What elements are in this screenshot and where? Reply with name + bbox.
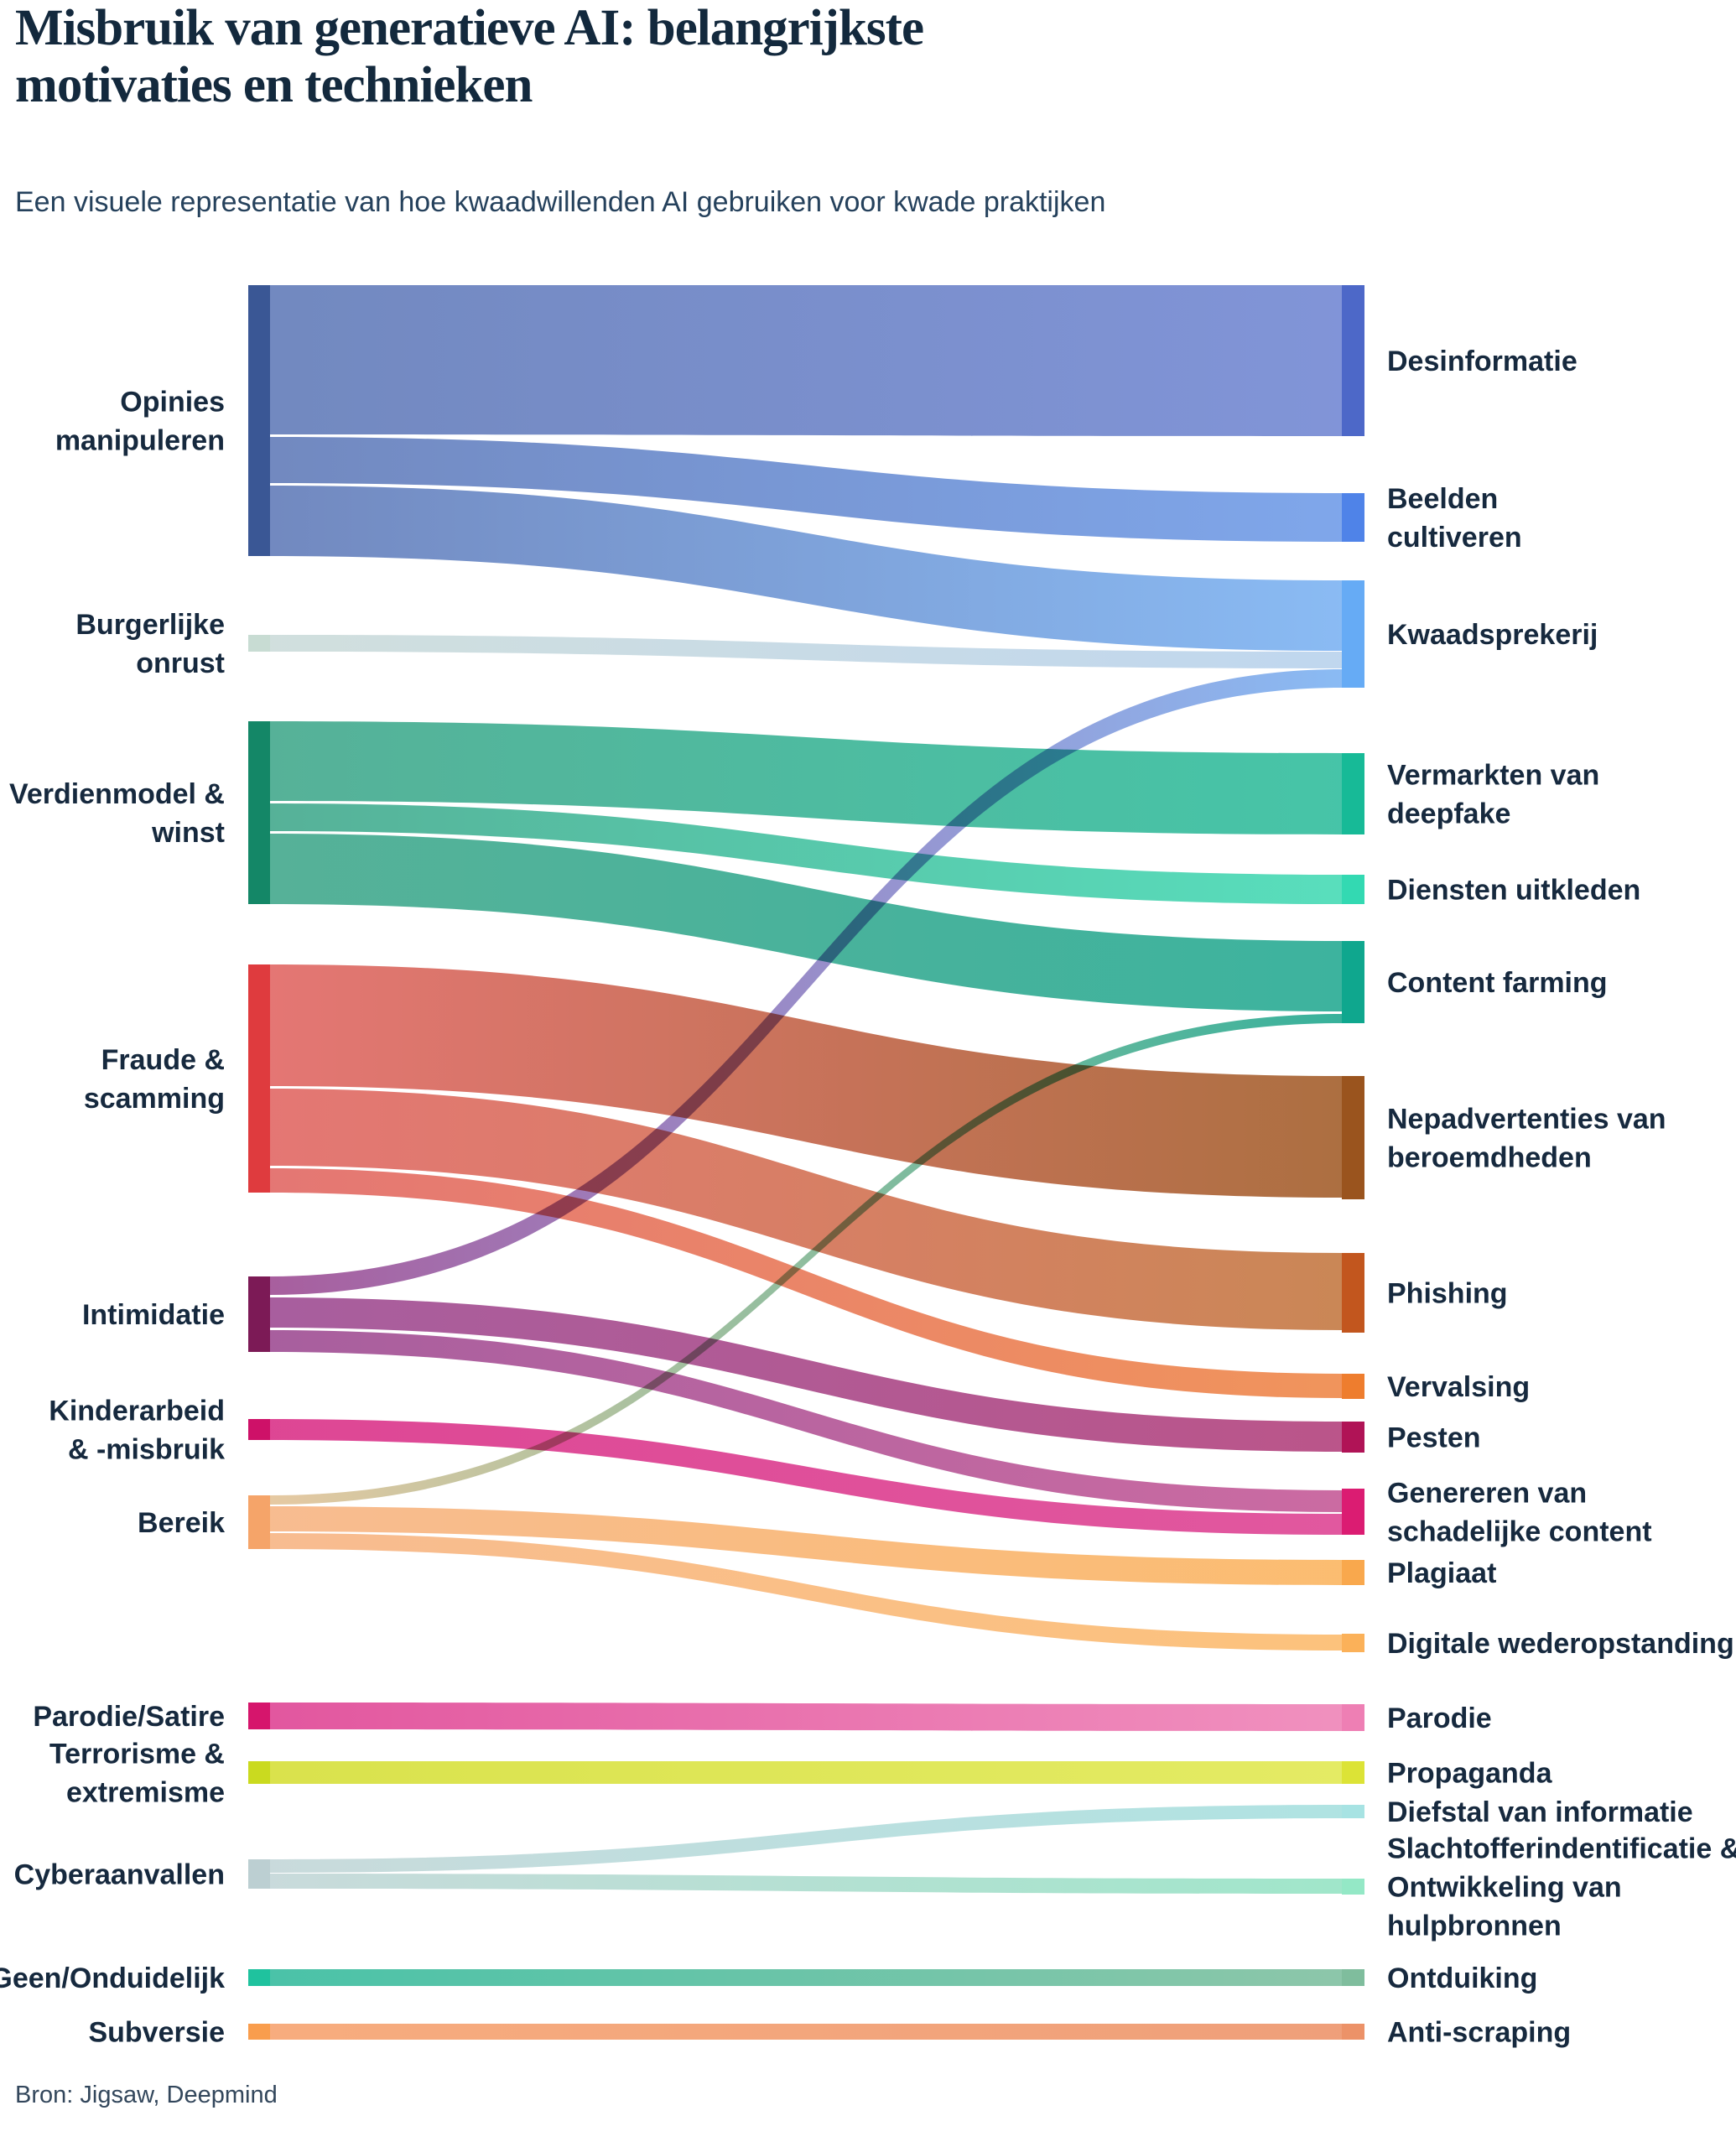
page-title: Misbruik van generatieve AI: belangrijks… — [15, 0, 924, 115]
flow-terrorisme-extremisme-to-propaganda — [270, 1761, 1342, 1784]
node-label-kinderarbeid-misbruik: Kinderarbeid & -misbruik — [49, 1396, 225, 1466]
flow-parodie-satire-to-parodie — [270, 1703, 1342, 1731]
node-label-ontduiking: Ontduiking — [1387, 1962, 1537, 1994]
node-label-cyberaanvallen: Cyberaanvallen — [14, 1859, 225, 1891]
node-label-geen-onduidelijk: Geen/Onduidelijk — [0, 1962, 225, 1994]
node-label-nepadvertenties: Nepadvertenties van beroemdheden — [1387, 1104, 1666, 1174]
node-label-parodie: Parodie — [1387, 1703, 1492, 1734]
node-label-fraude-scamming: Fraude & scamming — [84, 1044, 225, 1115]
flow-cyberaanvallen-to-diefstal-van-informatie — [270, 1805, 1342, 1873]
node-label-kwaadsprekerij: Kwaadsprekerij — [1387, 619, 1598, 651]
node-right-parodie — [1342, 1704, 1364, 1731]
page-title-line1: Misbruik van generatieve AI: belangrijks… — [15, 0, 924, 56]
node-right-diensten-uitkleden — [1342, 875, 1364, 904]
node-right-pesten — [1342, 1422, 1364, 1453]
node-label-beelden-cultiveren: Beelden cultiveren — [1387, 483, 1522, 554]
node-right-plagiaat — [1342, 1560, 1364, 1585]
page-title-line2: motivaties en technieken — [15, 57, 533, 114]
node-left-terrorisme-extremisme — [248, 1761, 270, 1784]
node-label-intimidatie: Intimidatie — [82, 1299, 225, 1331]
flow-subversie-to-anti-scraping — [270, 2024, 1342, 2040]
node-right-beelden-cultiveren — [1342, 493, 1364, 542]
flow-cyberaanvallen-to-slachtofferindentificatie — [270, 1874, 1342, 1894]
node-label-parodie-satire: Parodie/Satire — [33, 1701, 225, 1733]
node-right-content-farming — [1342, 941, 1364, 1023]
node-left-intimidatie — [248, 1276, 270, 1352]
node-label-diensten-uitkleden: Diensten uitkleden — [1387, 875, 1640, 907]
flow-fraude-scamming-to-nepadvertenties — [270, 964, 1342, 1198]
node-label-slachtofferindentificatie: Slachtofferindentificatie & Ontwikkeling … — [1387, 1833, 1736, 1942]
node-left-cyberaanvallen — [248, 1859, 270, 1889]
node-right-slachtofferindentificatie — [1342, 1879, 1364, 1895]
node-right-diefstal-van-informatie — [1342, 1805, 1364, 1818]
node-left-geen-onduidelijk — [248, 1969, 270, 1986]
flow-verdienmodel-winst-to-vermarkten-van-deepfake — [270, 721, 1342, 834]
node-label-bereik: Bereik — [138, 1507, 225, 1539]
node-right-vervalsing — [1342, 1374, 1364, 1399]
node-right-digitale-wederopstanding — [1342, 1634, 1364, 1652]
flow-geen-onduidelijk-to-ontduiking — [270, 1969, 1342, 1986]
flow-verdienmodel-winst-to-diensten-uitkleden — [270, 803, 1342, 904]
node-right-phishing — [1342, 1253, 1364, 1333]
flow-burgerlijke-onrust-to-kwaadsprekerij — [270, 635, 1342, 668]
flow-intimidatie-to-pesten — [270, 1297, 1342, 1452]
source-attribution: Bron: Jigsaw, Deepmind — [15, 2082, 278, 2108]
node-right-desinformatie — [1342, 285, 1364, 436]
flow-fraude-scamming-to-vervalsing — [270, 1168, 1342, 1398]
flow-verdienmodel-winst-to-content-farming — [270, 834, 1342, 1011]
node-left-bereik — [248, 1495, 270, 1549]
flow-bereik-to-digitale-wederopstanding — [270, 1533, 1342, 1651]
node-label-subversie: Subversie — [88, 2017, 225, 2049]
node-label-terrorisme-extremisme: Terrorisme & extremisme — [49, 1739, 225, 1809]
node-label-diefstal-van-informatie: Diefstal van informatie — [1387, 1796, 1693, 1828]
flow-bereik-to-plagiaat — [270, 1506, 1342, 1585]
node-right-anti-scraping — [1342, 2024, 1364, 2040]
node-right-nepadvertenties — [1342, 1076, 1364, 1199]
node-right-genereren-schadelijke-content — [1342, 1489, 1364, 1535]
node-label-content-farming: Content farming — [1387, 967, 1608, 999]
node-left-burgerlijke-onrust — [248, 635, 270, 652]
node-right-vermarkten-van-deepfake — [1342, 753, 1364, 834]
node-label-propaganda: Propaganda — [1387, 1758, 1553, 1790]
node-label-genereren-schadelijke-content: Genereren van schadelijke content — [1387, 1478, 1652, 1548]
flow-intimidatie-to-kwaadsprekerij — [270, 669, 1342, 1295]
node-label-verdienmodel-winst: Verdienmodel & winst — [9, 778, 225, 849]
flow-intimidatie-to-genereren-schadelijke-content — [270, 1330, 1342, 1512]
node-label-pesten: Pesten — [1387, 1422, 1481, 1454]
node-left-parodie-satire — [248, 1703, 270, 1729]
node-label-anti-scraping: Anti-scraping — [1387, 2017, 1571, 2049]
node-label-vermarkten-van-deepfake: Vermarkten van deepfake — [1387, 760, 1599, 830]
flow-opinies-manipuleren-to-kwaadsprekerij — [270, 486, 1342, 651]
flow-opinies-manipuleren-to-desinformatie — [270, 285, 1342, 436]
node-right-propaganda — [1342, 1761, 1364, 1784]
flow-fraude-scamming-to-phishing — [270, 1089, 1342, 1330]
node-label-digitale-wederopstanding: Digitale wederopstanding — [1387, 1628, 1734, 1660]
node-label-desinformatie: Desinformatie — [1387, 346, 1577, 377]
flow-opinies-manipuleren-to-beelden-cultiveren — [270, 437, 1342, 542]
node-left-subversie — [248, 2024, 270, 2040]
node-label-phishing: Phishing — [1387, 1278, 1508, 1310]
node-left-kinderarbeid-misbruik — [248, 1419, 270, 1440]
node-right-ontduiking — [1342, 1969, 1364, 1986]
node-label-burgerlijke-onrust: Burgerlijke onrust — [75, 609, 225, 679]
node-label-vervalsing: Vervalsing — [1387, 1371, 1530, 1403]
node-label-opinies-manipuleren: Opinies manipuleren — [55, 387, 225, 457]
node-right-kwaadsprekerij — [1342, 580, 1364, 688]
node-left-verdienmodel-winst — [248, 721, 270, 904]
node-label-plagiaat: Plagiaat — [1387, 1557, 1496, 1589]
page-subtitle: Een visuele representatie van hoe kwaadw… — [15, 186, 1106, 218]
node-left-fraude-scamming — [248, 964, 270, 1193]
flow-bereik-to-content-farming — [270, 1014, 1342, 1505]
node-left-opinies-manipuleren — [248, 285, 270, 556]
